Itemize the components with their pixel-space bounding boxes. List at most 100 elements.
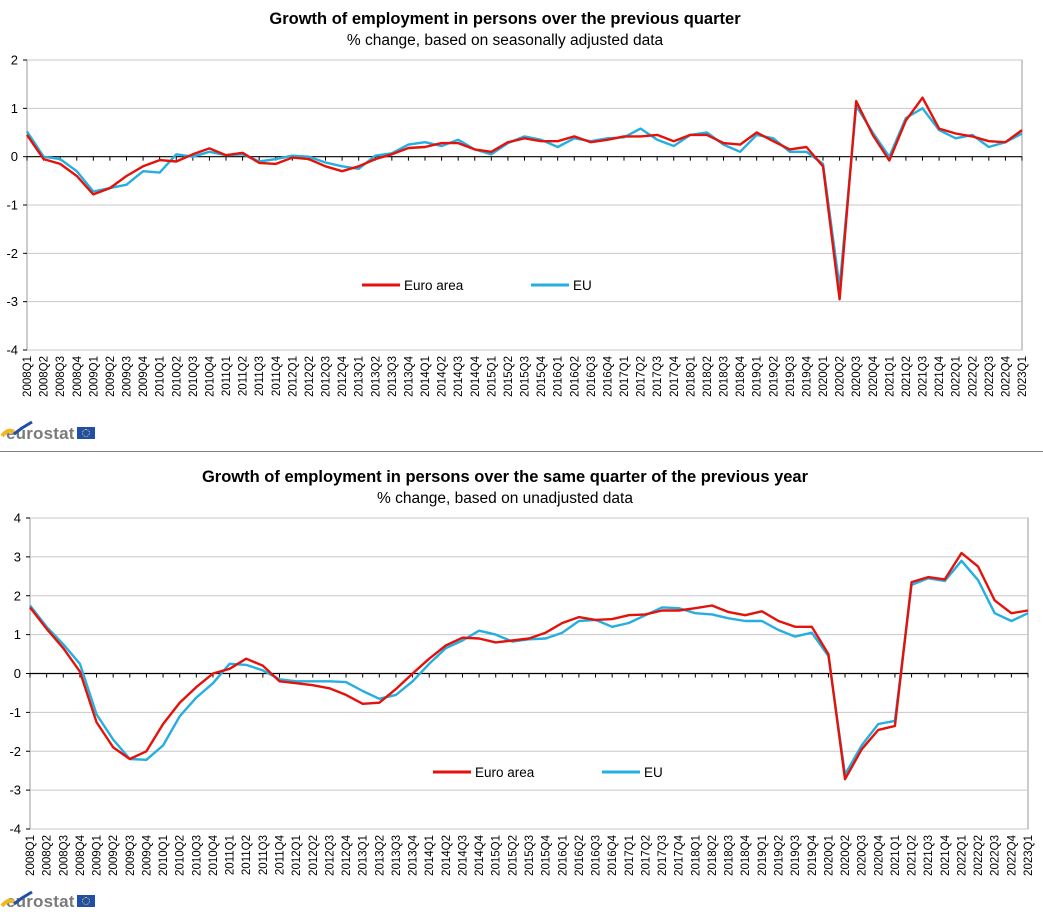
x-tick-label: 2009Q3 (125, 835, 137, 876)
x-tick-label: 2014Q2 (441, 835, 453, 876)
x-tick-label: 2016Q4 (602, 355, 614, 397)
x-tick-label: 2021Q4 (940, 834, 952, 876)
x-tick-label: 2023Q1 (1017, 356, 1029, 397)
x-tick-label: 2017Q3 (652, 356, 664, 397)
x-tick-label: 2022Q1 (956, 835, 968, 876)
x-tick-label: 2021Q2 (907, 835, 919, 876)
x-tick-label: 2010Q1 (155, 356, 167, 397)
x-tick-label: 2012Q2 (308, 835, 320, 876)
x-tick-label: 2013Q3 (391, 835, 403, 876)
series-line-euro-area (29, 551, 1029, 781)
x-tick-label: 2015Q4 (541, 834, 553, 876)
x-tick-label: 2008Q4 (75, 834, 87, 876)
chart-subtitle: % change, based on seasonally adjusted d… (346, 32, 664, 49)
y-tick-label: 2 (11, 53, 18, 68)
y-tick-label: 3 (14, 549, 21, 564)
x-tick-label: 2008Q1 (22, 356, 34, 397)
x-tick-label: 2019Q4 (807, 834, 819, 876)
legend-label-euro-area: Euro area (475, 765, 535, 780)
x-tick-label: 2012Q4 (337, 355, 349, 397)
x-tick-label: 2012Q1 (287, 356, 299, 397)
x-tick-label: 2008Q2 (39, 356, 51, 397)
x-tick-label: 2014Q4 (474, 834, 486, 876)
x-tick-label: 2016Q3 (586, 356, 598, 397)
x-tick-label: 2010Q2 (175, 835, 187, 876)
x-tick-label: 2011Q3 (258, 835, 270, 875)
x-tick-label: 2008Q1 (25, 835, 37, 876)
x-tick-label: 2012Q4 (341, 834, 353, 876)
x-tick-label: 2013Q4 (408, 834, 420, 876)
x-tick-label: 2022Q2 (973, 835, 985, 876)
x-tick-label: 2020Q2 (840, 835, 852, 876)
x-tick-label: 2020Q4 (868, 355, 880, 397)
x-tick-label: 2020Q3 (851, 356, 863, 397)
x-tick-label: 2010Q4 (208, 834, 220, 876)
x-tick-label: 2015Q3 (520, 356, 532, 397)
x-tick-label: 2016Q2 (574, 835, 586, 876)
x-tick-label: 2009Q1 (92, 835, 104, 876)
chart-quarterly-growth: Growth of employment in persons over the… (0, 0, 1043, 448)
y-tick-label: -4 (9, 822, 21, 837)
x-tick-label: 2019Q1 (757, 835, 769, 876)
x-tick-label: 2021Q4 (934, 355, 946, 397)
x-tick-label: 2018Q3 (724, 835, 736, 876)
chart-canvas: 4 3 2 1 0 -1 -2 -3 -4 2008Q1 2008Q2 2008Q3 2008Q4 200… (9, 511, 1035, 876)
x-tick-label: 2020Q2 (835, 356, 847, 397)
x-tick-label: 2018Q2 (707, 835, 719, 876)
y-tick-label: 4 (14, 511, 21, 526)
x-tick-label: 2012Q1 (291, 835, 303, 876)
x-tick-label: 2015Q2 (503, 356, 515, 397)
x-tick-label: 2015Q1 (491, 835, 503, 876)
y-tick-label: -2 (6, 246, 18, 261)
x-tick-label: 2015Q4 (536, 355, 548, 397)
x-tick-label: 2022Q4 (1006, 834, 1018, 876)
y-tick-label: -1 (9, 705, 21, 720)
x-tick-label: 2009Q2 (108, 835, 120, 876)
x-tick-label: 2015Q1 (486, 356, 498, 397)
x-tick-label: 2022Q4 (1000, 355, 1012, 397)
x-tick-label: 2019Q2 (768, 356, 780, 397)
chart-title: Growth of employment in persons over the… (201, 468, 809, 486)
chart-canvas: 2 1 0 -1 -2 -3 -4 2008Q1 2008Q2 2008Q3 2008Q4 2009Q… (6, 53, 1029, 397)
y-tick-label: -3 (6, 294, 18, 309)
x-tick-label: 2022Q3 (984, 356, 996, 397)
x-tick-label: 2018Q3 (719, 356, 731, 397)
x-tick-label: 2019Q4 (801, 355, 813, 397)
x-tick-label: 2009Q3 (122, 356, 134, 397)
x-tick-label: 2010Q1 (158, 835, 170, 876)
x-tick-label: 2008Q2 (42, 835, 54, 876)
x-tick-label: 2011Q2 (241, 835, 253, 875)
x-tick-label: 2022Q2 (967, 356, 979, 397)
x-tick-label: 2017Q2 (640, 835, 652, 876)
x-tick-label: 2009Q4 (138, 355, 150, 397)
x-tick-label: 2010Q2 (171, 356, 183, 397)
y-tick-label: -4 (6, 343, 18, 358)
x-tick-label: 2019Q3 (790, 835, 802, 876)
x-tick-label: 2010Q3 (188, 356, 200, 397)
x-tick-label: 2013Q2 (370, 356, 382, 397)
x-tick-label: 2021Q1 (890, 835, 902, 876)
x-tick-label: 2010Q3 (191, 835, 203, 876)
x-tick-label: 2018Q4 (735, 355, 747, 397)
x-tick-label: 2021Q3 (923, 835, 935, 876)
eurostat-checkmark-icon (0, 890, 33, 908)
y-tick-label: 1 (14, 627, 21, 642)
x-tick-label: 2018Q2 (702, 356, 714, 397)
x-tick-label: 2012Q3 (324, 835, 336, 876)
x-tick-label: 2016Q1 (553, 356, 565, 397)
x-tick-label: 2013Q2 (374, 835, 386, 876)
x-tick-label: 2019Q2 (774, 835, 786, 876)
x-tick-label: 2008Q3 (58, 835, 70, 876)
x-tick-label: 2021Q2 (901, 356, 913, 397)
x-tick-label: 2008Q3 (55, 356, 67, 397)
x-tick-label: 2015Q2 (507, 835, 519, 876)
y-tick-label: -1 (6, 198, 18, 213)
x-tick-label: 2022Q1 (951, 356, 963, 397)
x-tick-label: 2011Q1 (225, 835, 237, 875)
chart-subtitle: % change, based on unadjusted data (377, 490, 633, 507)
x-tick-label: 2012Q3 (321, 356, 333, 397)
x-tick-label: 2013Q1 (358, 835, 370, 876)
x-tick-label: 2021Q1 (884, 356, 896, 397)
y-tick-label: -2 (9, 744, 21, 759)
x-tick-label: 2017Q4 (669, 355, 681, 397)
